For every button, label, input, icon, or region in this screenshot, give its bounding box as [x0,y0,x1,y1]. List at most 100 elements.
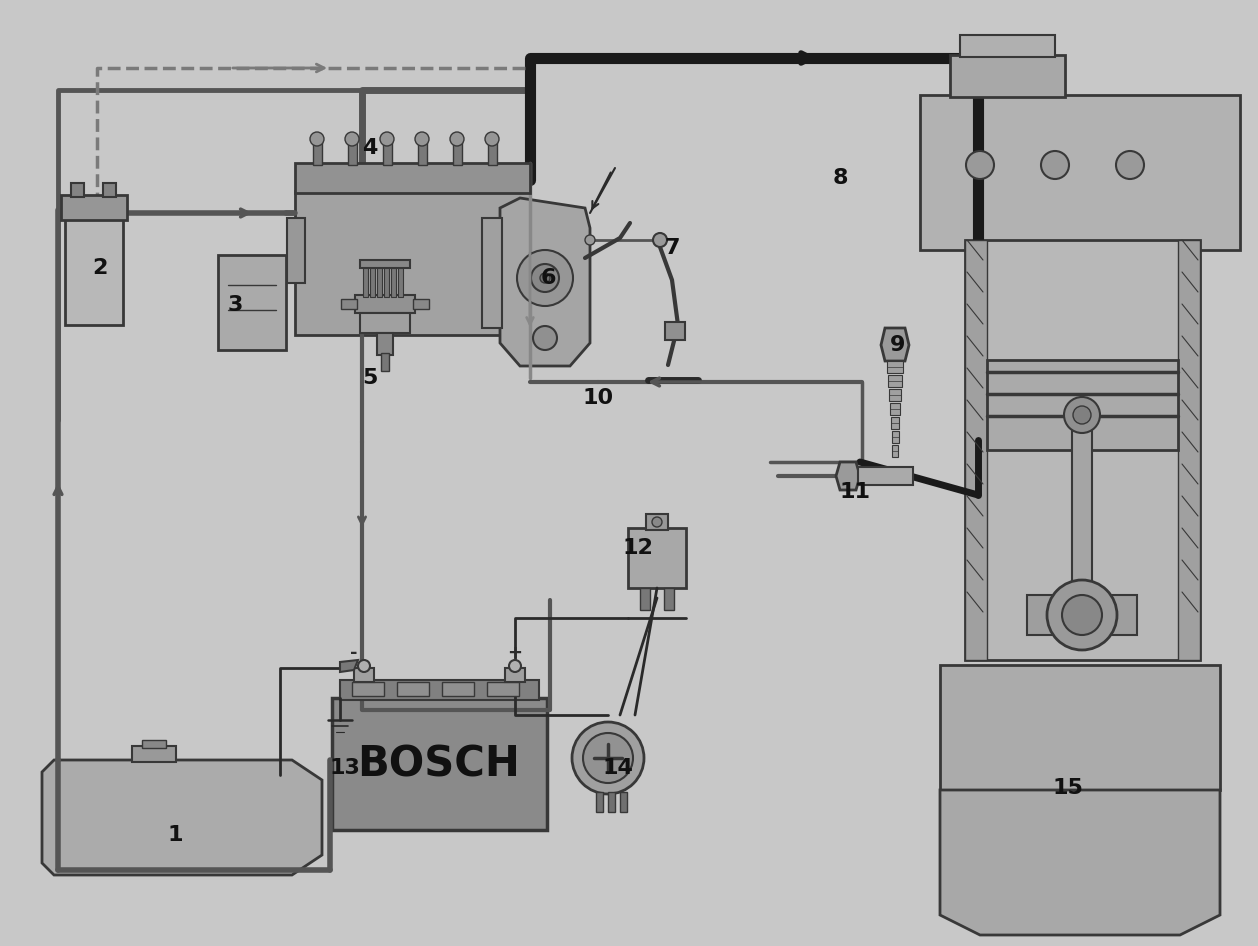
Circle shape [1062,595,1102,635]
Bar [360,260,410,268]
Circle shape [1047,580,1117,650]
Circle shape [509,660,521,672]
Bar [988,360,1177,450]
Circle shape [486,132,499,146]
Text: 12: 12 [623,538,653,558]
Circle shape [380,132,394,146]
Bar [892,445,898,457]
Bar [70,183,84,197]
Bar [1092,595,1137,635]
Circle shape [415,132,429,146]
Circle shape [1073,406,1091,424]
Bar [341,299,357,309]
Bar [965,240,1200,660]
Text: 13: 13 [330,758,361,778]
Bar [340,680,538,700]
Circle shape [450,132,464,146]
Circle shape [531,264,559,292]
Text: 6: 6 [540,268,556,288]
Bar [482,218,502,328]
Bar [960,35,1055,57]
Circle shape [345,132,359,146]
Polygon shape [499,198,590,366]
Bar [382,141,392,165]
Circle shape [359,660,370,672]
Bar [889,403,901,415]
Circle shape [1116,151,1144,179]
Polygon shape [837,462,860,490]
Polygon shape [881,328,910,361]
Bar [398,265,403,297]
Bar [218,255,286,350]
Bar [504,668,525,682]
Bar [103,183,116,197]
Bar [628,528,686,588]
Text: 8: 8 [833,168,848,188]
Circle shape [517,250,572,306]
Bar [965,240,988,660]
Bar [287,218,304,283]
Bar [1072,430,1092,595]
Bar [647,514,668,530]
Bar [132,746,176,762]
Circle shape [582,733,633,783]
Circle shape [1064,397,1099,433]
Bar [608,792,615,812]
Polygon shape [940,790,1220,935]
Bar [370,265,375,297]
Bar [65,217,123,325]
Text: 3: 3 [228,295,243,315]
Circle shape [585,235,595,245]
Text: 7: 7 [664,238,679,258]
Text: 10: 10 [582,388,614,408]
Bar [453,141,462,165]
Bar [313,141,322,165]
Circle shape [966,151,994,179]
Bar [294,191,530,335]
Text: 4: 4 [362,138,377,158]
Circle shape [540,273,550,283]
Text: +: + [507,644,522,662]
Bar [391,265,396,297]
Circle shape [309,132,325,146]
Text: -: - [350,644,357,662]
Bar [1177,240,1200,660]
Bar [398,682,429,696]
Bar [442,682,474,696]
Bar [294,163,530,193]
Bar [377,265,382,297]
Polygon shape [42,760,322,875]
Bar [665,322,686,340]
Text: BOSCH: BOSCH [357,743,521,785]
Bar [381,353,389,371]
Text: 15: 15 [1053,778,1083,798]
Circle shape [533,326,557,350]
Bar [332,698,547,830]
Text: 9: 9 [891,335,906,355]
Text: 2: 2 [92,258,108,278]
Bar [352,682,384,696]
Bar [353,668,374,682]
Bar [892,431,898,443]
Bar [858,467,913,485]
Bar [377,333,392,355]
Bar [360,313,410,333]
Text: 5: 5 [362,368,377,388]
Text: 14: 14 [603,758,634,778]
Bar [348,141,357,165]
Bar [384,265,389,297]
Bar [640,588,650,610]
Circle shape [1042,151,1069,179]
Bar [418,141,426,165]
Circle shape [653,233,667,247]
Bar [488,141,497,165]
Text: 1: 1 [167,825,182,845]
Bar [142,740,166,748]
Bar [487,682,520,696]
Bar [1027,595,1072,635]
Bar [887,361,903,373]
Circle shape [652,517,662,527]
Bar [413,299,429,309]
Bar [889,389,901,401]
Bar [888,375,902,387]
